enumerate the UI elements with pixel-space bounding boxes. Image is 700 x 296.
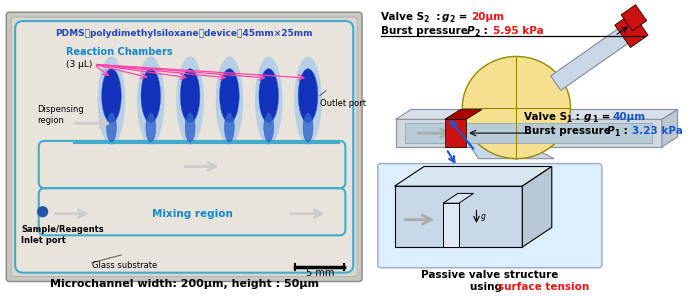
Text: Valve S: Valve S [381, 12, 424, 22]
Ellipse shape [264, 112, 274, 142]
Bar [444, 119, 466, 147]
Text: Passive valve structure: Passive valve structure [421, 270, 559, 280]
Text: 1: 1 [614, 129, 619, 138]
Ellipse shape [98, 57, 125, 145]
Polygon shape [444, 110, 482, 119]
Text: 2: 2 [423, 15, 428, 24]
Text: (3 μL): (3 μL) [66, 60, 92, 69]
Text: Microchannel width: 200μm, height : 50μm: Microchannel width: 200μm, height : 50μm [50, 279, 318, 289]
Bar [443, 203, 459, 247]
Text: P: P [467, 26, 475, 36]
Text: Outlet port: Outlet port [320, 99, 366, 108]
Text: P: P [607, 126, 615, 136]
Bar [395, 186, 522, 247]
Text: 2: 2 [474, 29, 480, 38]
Polygon shape [522, 167, 552, 247]
Text: using: using [470, 282, 506, 292]
Bar [405, 123, 652, 143]
Ellipse shape [303, 112, 313, 142]
Text: Reaction Chambers: Reaction Chambers [66, 46, 173, 57]
Text: 1: 1 [592, 115, 597, 124]
Text: 2: 2 [449, 15, 455, 24]
FancyBboxPatch shape [11, 17, 357, 276]
Ellipse shape [137, 57, 164, 145]
Text: 20µm: 20µm [471, 12, 504, 22]
Ellipse shape [225, 112, 235, 142]
Text: Dispensing
region: Dispensing region [37, 105, 83, 126]
Ellipse shape [181, 69, 200, 123]
Text: 5.95 kPa: 5.95 kPa [493, 26, 544, 36]
Ellipse shape [294, 57, 322, 145]
Ellipse shape [216, 57, 243, 145]
Ellipse shape [255, 57, 283, 145]
Text: PDMS（polydimethylsiloxane）device：45mm×25mm: PDMS（polydimethylsiloxane）device：45mm×25… [55, 29, 313, 38]
Text: 5 mm: 5 mm [306, 268, 334, 278]
Text: =: = [598, 112, 614, 123]
Polygon shape [551, 28, 629, 90]
Polygon shape [621, 5, 647, 31]
FancyBboxPatch shape [6, 12, 362, 281]
Text: Sample/Reagents
Inlet port: Sample/Reagents Inlet port [21, 225, 104, 245]
Polygon shape [395, 110, 678, 119]
Circle shape [38, 207, 48, 217]
Ellipse shape [141, 69, 160, 123]
Text: 1: 1 [566, 115, 572, 124]
Polygon shape [615, 13, 648, 48]
Text: surface tension: surface tension [498, 282, 589, 292]
Text: g: g [480, 212, 485, 221]
Ellipse shape [298, 69, 318, 123]
Text: =: = [456, 12, 472, 22]
Text: 3.23 kPa: 3.23 kPa [632, 126, 683, 136]
Ellipse shape [220, 69, 239, 123]
Ellipse shape [102, 69, 121, 123]
Text: Burst pressure: Burst pressure [524, 126, 611, 136]
FancyBboxPatch shape [378, 164, 602, 268]
Text: 40µm: 40µm [612, 112, 646, 123]
Text: Mixing region: Mixing region [152, 209, 232, 219]
Text: :: : [573, 112, 584, 123]
Ellipse shape [462, 57, 570, 159]
FancyBboxPatch shape [15, 21, 353, 273]
Text: :: : [480, 26, 491, 36]
Ellipse shape [146, 112, 155, 142]
Polygon shape [662, 110, 678, 147]
Text: g: g [584, 112, 592, 123]
Text: Glass substrate: Glass substrate [92, 261, 157, 270]
Text: g: g [442, 12, 449, 22]
Ellipse shape [259, 69, 279, 123]
Ellipse shape [186, 112, 195, 142]
Polygon shape [443, 193, 473, 203]
Ellipse shape [106, 112, 116, 142]
Text: :: : [620, 126, 631, 136]
Text: Valve S: Valve S [524, 112, 568, 123]
Ellipse shape [176, 57, 204, 145]
Text: :: : [429, 12, 444, 22]
Text: Burst pressure: Burst pressure [381, 26, 471, 36]
Polygon shape [395, 119, 662, 147]
Polygon shape [452, 119, 554, 159]
Polygon shape [395, 167, 552, 186]
